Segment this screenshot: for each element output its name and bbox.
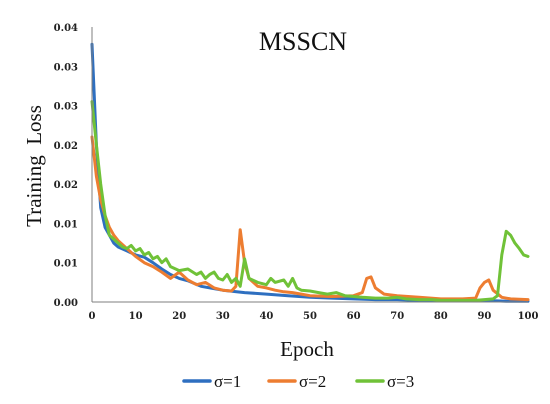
y-tick-label: 0.02 (54, 141, 78, 152)
y-axis-title: Training Loss (22, 105, 46, 227)
y-tick-label: 0.04 (54, 23, 78, 34)
series-layer (90, 42, 530, 303)
x-tick-label: 0 (89, 311, 96, 322)
x-tick-labels: 0 10 20 30 40 50 60 70 80 90 100 (89, 311, 539, 322)
chart-title: MSSCN (259, 27, 347, 56)
y-tick-label: 0.02 (54, 180, 78, 191)
series-line-2 (90, 135, 530, 302)
legend-item-2: σ=2 (267, 372, 326, 391)
y-tick-label: 0.00 (54, 298, 78, 309)
y-tick-label: 0.01 (54, 259, 78, 270)
x-axis-title: Epoch (280, 337, 334, 361)
y-tick-label: 0.01 (54, 219, 78, 230)
series-line-1 (90, 42, 530, 303)
legend-label: σ=1 (214, 372, 241, 391)
legend-item-3: σ=3 (355, 372, 414, 391)
x-tick-label: 70 (390, 311, 404, 322)
legend-label: σ=3 (387, 372, 414, 391)
x-tick-label: 90 (477, 311, 491, 322)
x-tick-label: 80 (434, 311, 448, 322)
x-tick-label: 50 (303, 311, 317, 322)
x-tick-label: 30 (216, 311, 230, 322)
x-tick-label: 60 (347, 311, 361, 322)
legend: σ=1 σ=2 σ=3 (182, 372, 414, 391)
x-tick-label: 100 (518, 311, 539, 322)
y-tick-label: 0.03 (54, 102, 78, 113)
x-tick-label: 10 (129, 311, 143, 322)
y-tick-label: 0.03 (54, 62, 78, 73)
x-tick-label: 20 (172, 311, 186, 322)
legend-item-1: σ=1 (182, 372, 241, 391)
series-line-3 (90, 100, 530, 302)
x-tick-label: 40 (259, 311, 273, 322)
y-tick-labels: 0.00 0.01 0.01 0.02 0.02 0.03 0.03 0.04 (54, 23, 78, 309)
legend-label: σ=2 (299, 372, 326, 391)
